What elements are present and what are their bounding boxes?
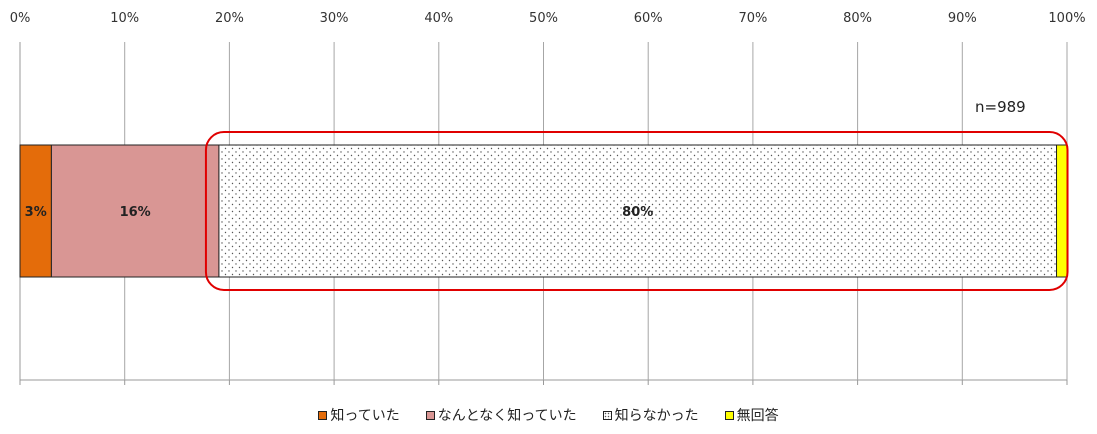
data-label-3: 80% (622, 205, 653, 220)
bar-segment-2 (50, 144, 220, 278)
legend-item-1: 知っていた (318, 405, 400, 425)
legend-swatch (425, 410, 435, 420)
x-tick-label: 60% (634, 11, 663, 26)
x-tick-label: 0% (10, 11, 31, 26)
x-tick-label: 80% (843, 11, 872, 26)
highlight-frame (204, 131, 1069, 291)
legend-item-3: 知らなかった (602, 405, 699, 425)
x-tick-label: 70% (738, 11, 767, 26)
data-label-2: 16% (120, 205, 151, 220)
x-tick-label: 20% (215, 11, 244, 26)
bar-segment-3 (218, 144, 1058, 278)
x-tick-label: 50% (529, 11, 558, 26)
legend-label: 無回答 (736, 408, 779, 424)
x-tick-label: 30% (320, 11, 349, 26)
legend-swatch (318, 410, 328, 420)
x-tick-label: 100% (1048, 11, 1085, 26)
x-tick-label: 10% (110, 11, 139, 26)
legend-item-2: なんとなく知っていた (425, 405, 577, 425)
x-tick-label: 40% (424, 11, 453, 26)
legend-swatch (602, 410, 612, 420)
legend-swatch (724, 410, 734, 420)
legend-item-4: 無回答 (724, 405, 779, 425)
bar-segment-1 (19, 144, 52, 278)
legend-label: なんとなく知っていた (437, 408, 577, 424)
data-label-1: 3% (25, 205, 47, 220)
sample-size-annotation: n=989 (975, 98, 1026, 116)
x-tick-label: 90% (948, 11, 977, 26)
chart-legend: 知っていた なんとなく知っていた 知らなかった 無回答 (0, 405, 1097, 425)
legend-label: 知っていた (330, 408, 400, 424)
bar-segment-4 (1056, 144, 1068, 278)
stacked-bar-chart: 0% 10% 20% 30% 40% 50% 60% 70% 80% 90% 100% 3% 16% 80… (10, 11, 1086, 385)
legend-label: 知らなかった (614, 408, 699, 424)
